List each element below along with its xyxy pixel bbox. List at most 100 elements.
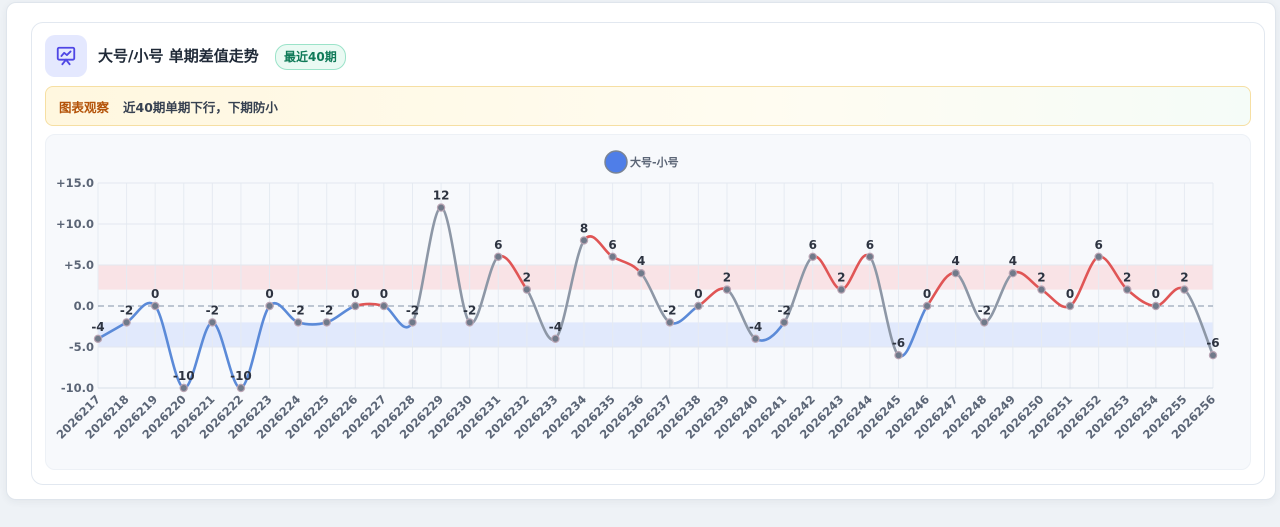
data-point	[208, 318, 217, 327]
page-container: 大号/小号 单期差值走势 最近40期 图表观察 近40期单期下行，下期防小 +1…	[6, 2, 1276, 500]
data-label: -10	[230, 369, 252, 383]
data-point	[951, 268, 960, 278]
data-point	[1065, 301, 1075, 311]
data-point	[236, 383, 246, 393]
data-point	[1151, 301, 1161, 311]
data-point	[150, 301, 160, 311]
data-label: -4	[749, 320, 762, 334]
data-point	[351, 301, 360, 311]
data-point	[837, 285, 846, 294]
data-label: 0	[694, 287, 702, 301]
data-label: -2	[320, 303, 333, 317]
y-tick-label: +15.0	[56, 176, 94, 190]
data-label: -2	[978, 303, 991, 317]
data-point	[1208, 350, 1218, 360]
data-label: -2	[291, 303, 304, 317]
observation-banner: 图表观察 近40期单期下行，下期防小	[45, 86, 1251, 126]
y-tick-label: -5.0	[69, 340, 94, 354]
data-label: 0	[265, 287, 273, 301]
range-band-1	[98, 322, 1213, 347]
data-point	[922, 301, 932, 311]
chart-area: +15.0 +10.0 +5.0 0.0 -5.0 -10.0 2026217 2026218…	[45, 134, 1251, 470]
data-label: -6	[1206, 336, 1219, 350]
data-label: 0	[151, 287, 159, 301]
legend-marker	[604, 150, 628, 174]
data-point	[1094, 252, 1103, 262]
data-point	[1123, 285, 1132, 294]
y-tick-label: +10.0	[56, 217, 94, 231]
observation-label: 图表观察	[59, 100, 110, 115]
data-point	[179, 383, 188, 393]
data-label: 2	[723, 271, 731, 285]
legend-label: 大号-小号	[630, 155, 679, 169]
data-point	[322, 318, 331, 327]
data-point	[779, 318, 789, 327]
series-line-segment	[554, 239, 586, 341]
data-label: 6	[809, 238, 817, 252]
data-label: 0	[923, 287, 931, 301]
data-point	[551, 334, 560, 343]
data-label: 12	[433, 189, 450, 203]
data-label: -2	[406, 303, 419, 317]
data-label: 8	[580, 221, 588, 235]
data-label: 6	[608, 238, 616, 252]
data-point	[1037, 285, 1046, 294]
y-tick-label: +5.0	[64, 258, 94, 272]
data-label: 0	[1066, 287, 1074, 301]
data-label: 4	[637, 254, 645, 268]
data-point	[894, 350, 903, 360]
y-tick-label: -10.0	[61, 381, 94, 395]
trend-card: 大号/小号 单期差值走势 最近40期 图表观察 近40期单期下行，下期防小 +1…	[31, 22, 1265, 485]
data-point	[579, 236, 589, 245]
data-point	[865, 252, 875, 262]
data-label: -4	[549, 320, 562, 334]
difference-line-chart: +15.0+10.0+5.00.0-5.0-10.020262172026218…	[54, 150, 1220, 442]
data-point	[93, 334, 103, 343]
data-label: -6	[892, 336, 905, 350]
series-line-segment	[1183, 288, 1215, 357]
data-point	[1180, 285, 1189, 294]
data-label: 6	[494, 238, 502, 252]
series-line-segment	[868, 255, 900, 357]
data-point	[608, 252, 617, 262]
data-label: -2	[777, 303, 790, 317]
data-point	[751, 334, 760, 343]
data-label: -4	[91, 320, 104, 334]
data-point	[379, 301, 389, 311]
data-point	[408, 318, 417, 327]
data-point	[722, 285, 732, 294]
card-title: 大号/小号 单期差值走势	[98, 47, 259, 65]
data-point	[665, 318, 674, 327]
data-label: -2	[663, 303, 676, 317]
data-point	[808, 252, 817, 262]
data-label: -2	[120, 303, 133, 317]
data-label: 2	[837, 271, 845, 285]
data-label: 6	[1094, 238, 1102, 252]
data-label: -2	[463, 303, 476, 317]
data-label: 4	[952, 254, 960, 268]
data-point	[465, 318, 474, 327]
data-point	[265, 301, 274, 311]
data-label: -2	[206, 303, 219, 317]
period-badge: 最近40期	[275, 44, 346, 70]
data-label: 2	[1037, 271, 1045, 285]
data-point	[980, 318, 989, 327]
data-point	[122, 318, 131, 327]
data-point	[293, 318, 303, 327]
observation-text: 近40期单期下行，下期防小	[123, 100, 278, 115]
range-band-0	[98, 265, 1213, 290]
series-line-segment	[1154, 286, 1186, 308]
data-point	[494, 252, 503, 262]
data-label: 0	[1152, 287, 1160, 301]
data-point	[694, 301, 703, 311]
series-line-segment	[697, 287, 729, 308]
series-line-segment	[411, 206, 443, 324]
series-line-segment	[439, 206, 471, 324]
chart-presentation-icon	[45, 35, 87, 77]
data-point	[637, 268, 646, 278]
data-label: 0	[351, 287, 359, 301]
data-label: -10	[173, 369, 195, 383]
data-point	[436, 203, 446, 212]
data-label: 2	[1123, 271, 1131, 285]
data-point	[1008, 268, 1018, 278]
